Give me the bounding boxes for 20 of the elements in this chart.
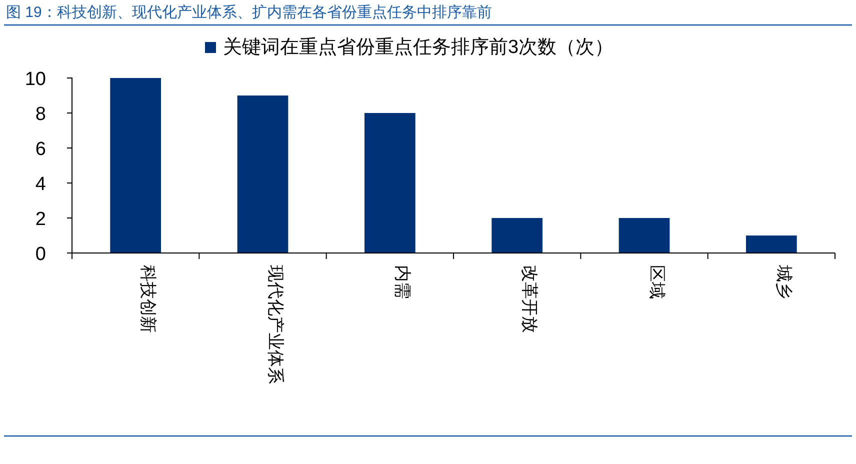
bar [746, 236, 797, 253]
y-tick-label: 6 [35, 139, 46, 160]
bar [110, 78, 162, 253]
x-tick-label: 科技创新 [138, 265, 158, 333]
y-tick-label: 8 [35, 104, 46, 125]
bar [618, 218, 670, 253]
x-tick-label: 内需 [392, 265, 412, 299]
bar [492, 218, 543, 253]
y-tick-label: 0 [35, 244, 46, 265]
x-tick-label: 现代化产业体系 [266, 265, 285, 384]
y-tick-label: 4 [35, 174, 46, 195]
legend-label: 关键词在重点省份重点任务排序前3次数（次） [223, 36, 614, 58]
bar [364, 113, 416, 253]
y-tick-label: 10 [24, 69, 46, 90]
y-tick-label: 2 [35, 209, 46, 230]
bar [237, 96, 288, 253]
x-tick-label: 城乡 [774, 264, 794, 299]
chart-title: 图 19：科技创新、现代化产业体系、扩内需在各省份重点任务中排序靠前 [6, 4, 492, 21]
x-tick-label: 改革开放 [520, 265, 540, 333]
x-tick-label: 区域 [647, 265, 666, 299]
